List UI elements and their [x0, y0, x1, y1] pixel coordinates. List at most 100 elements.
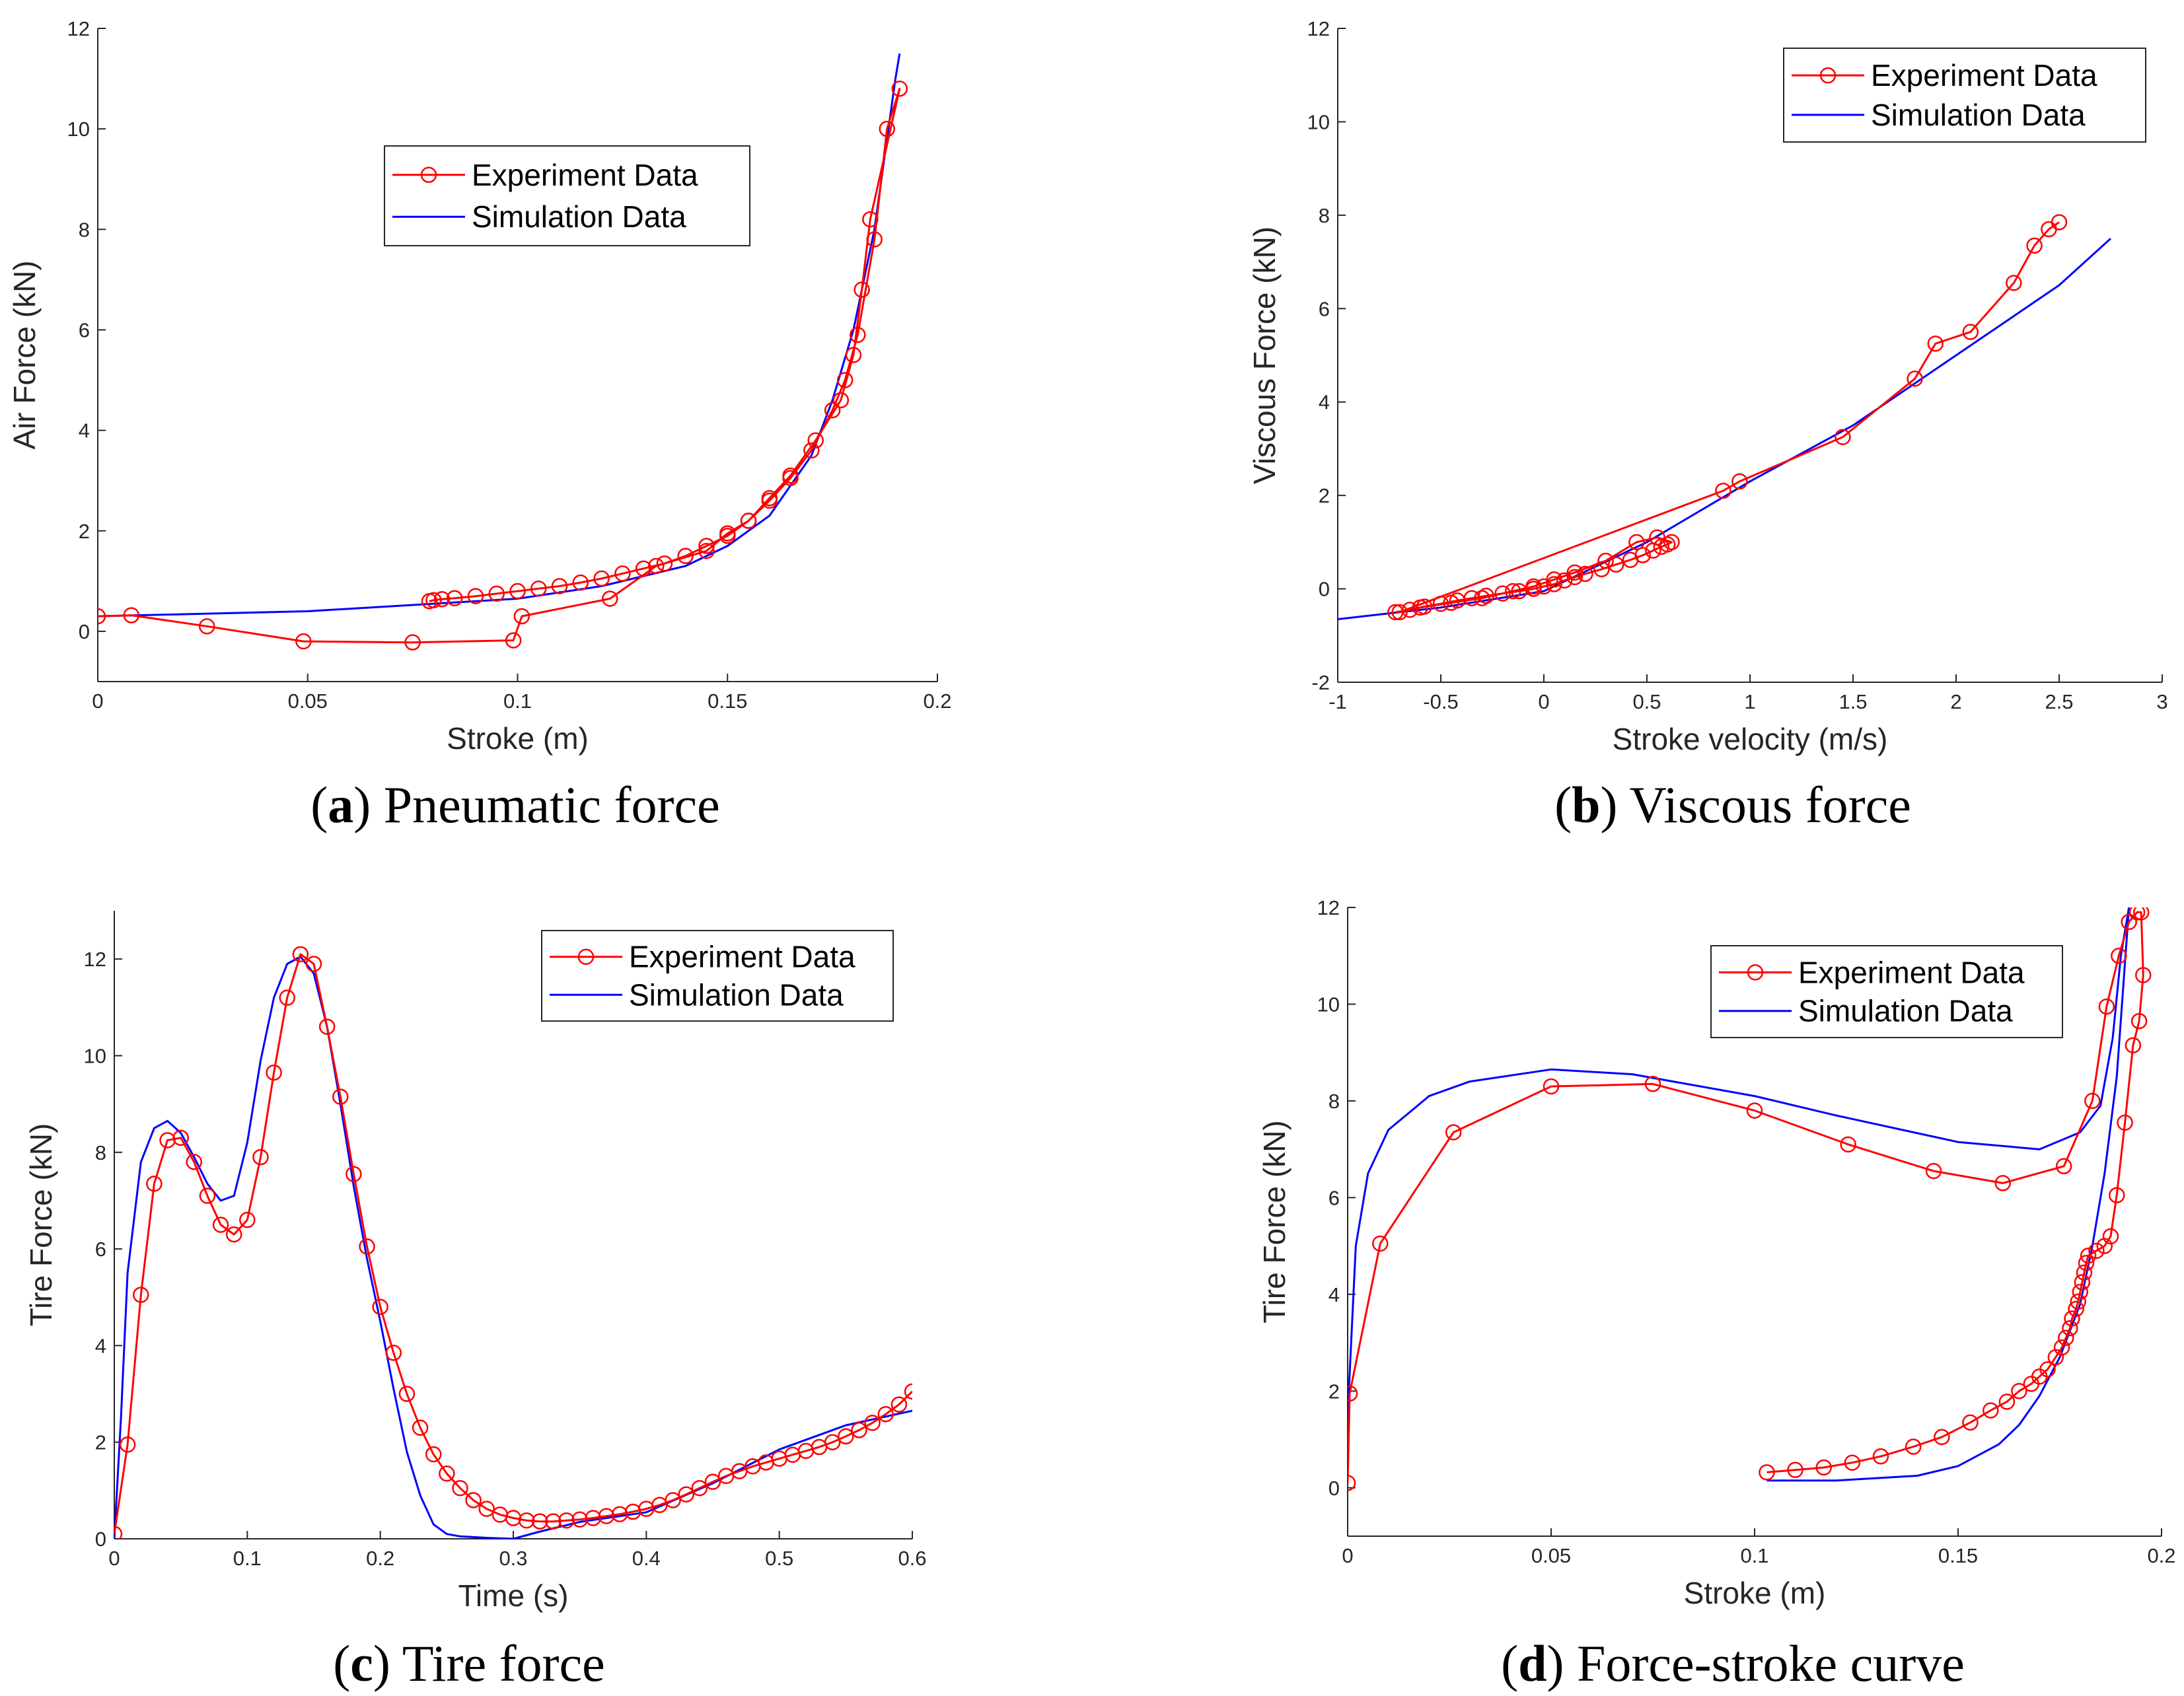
experiment-marker — [1731, 473, 1748, 490]
x-tick-label: -0.5 — [1423, 690, 1458, 713]
experiment-marker — [505, 632, 522, 649]
experiment-marker — [877, 1406, 894, 1423]
experiment-marker — [891, 81, 908, 97]
experiment-marker — [332, 1088, 349, 1105]
experiment-marker — [1525, 578, 1542, 595]
experiment-marker — [530, 581, 547, 597]
legend-experiment-marker — [420, 166, 437, 184]
experiment-marker — [1607, 556, 1624, 573]
experiment-marker — [665, 1492, 681, 1508]
y-tick-label: 0 — [1319, 578, 1330, 601]
experiment-marker — [478, 1501, 495, 1517]
experiment-series-line — [98, 87, 901, 644]
experiment-marker — [782, 467, 799, 484]
experiment-marker — [551, 578, 568, 594]
experiment-marker — [2026, 237, 2043, 254]
experiment-marker — [2130, 1012, 2148, 1030]
plot-area — [1348, 907, 2152, 1491]
x-tick-label: 2.5 — [2045, 690, 2073, 713]
experiment-marker — [446, 590, 463, 606]
experiment-marker — [2072, 1283, 2089, 1300]
x-tick-label: 0.2 — [2147, 1544, 2175, 1567]
legend-experiment-label: Experiment Data — [629, 940, 855, 974]
experiment-marker — [346, 1166, 362, 1182]
x-tick-label: 0.5 — [765, 1547, 793, 1570]
experiment-marker — [850, 326, 866, 343]
experiment-marker — [425, 1446, 442, 1463]
experiment-marker — [305, 956, 322, 972]
experiment-marker — [239, 1211, 256, 1228]
experiment-marker — [2055, 1158, 2072, 1175]
legend-box — [1783, 48, 2146, 143]
experiment-marker — [2068, 1300, 2084, 1318]
experiment-marker — [146, 1176, 163, 1192]
y-axis-label: Air Force (kN) — [7, 260, 42, 449]
experiment-marker — [1372, 1235, 1389, 1252]
experiment-marker — [2074, 1274, 2091, 1290]
y-tick-label: -2 — [1311, 671, 1330, 694]
experiment-marker — [1478, 587, 1494, 604]
y-tick-label: 2 — [1319, 484, 1330, 507]
legend-experiment-label: Experiment Data — [1798, 955, 2025, 989]
x-tick-label: 0.1 — [503, 689, 532, 713]
experiment-marker — [2096, 1238, 2113, 1254]
x-axis-label: Stroke velocity (m/s) — [1613, 722, 1888, 756]
experiment-marker — [2108, 1187, 2125, 1203]
experiment-marker — [1391, 604, 1408, 621]
experiment-marker — [1474, 590, 1490, 606]
experiment-marker — [2084, 1092, 2101, 1110]
experiment-marker — [123, 607, 140, 623]
x-tick-label: 3 — [2156, 690, 2167, 713]
experiment-marker — [1432, 595, 1449, 612]
experiment-marker — [2117, 1114, 2133, 1131]
experiment-marker — [824, 402, 841, 419]
y-tick-label: 4 — [1329, 1283, 1340, 1306]
experiment-marker — [1759, 1464, 1775, 1481]
experiment-marker — [1907, 371, 1923, 387]
experiment-marker — [851, 1422, 867, 1438]
experiment-marker — [1787, 1462, 1803, 1478]
experiment-marker — [385, 1345, 402, 1361]
y-tick-label: 10 — [1317, 993, 1340, 1016]
experiment-marker — [807, 432, 824, 449]
legend-simulation-label: Simulation Data — [472, 199, 686, 234]
experiment-marker — [1445, 1124, 1462, 1141]
caption-d: (d) Force-stroke curve — [1501, 1635, 1965, 1692]
plot-area — [114, 946, 912, 1539]
x-tick-label: 0.1 — [233, 1547, 262, 1570]
experiment-marker — [761, 490, 778, 507]
experiment-marker — [404, 634, 421, 651]
experiment-marker — [593, 570, 610, 587]
y-tick-label: 6 — [95, 1238, 106, 1261]
y-tick-label: 10 — [84, 1044, 106, 1067]
experiment-marker — [266, 1064, 282, 1081]
experiment-marker — [532, 1513, 548, 1530]
experiment-marker — [1746, 1102, 1763, 1119]
experiment-series-line — [114, 953, 912, 1534]
experiment-marker — [740, 512, 757, 529]
experiment-marker — [198, 618, 215, 635]
experiment-marker — [1546, 576, 1562, 592]
experiment-marker — [1556, 572, 1573, 589]
y-tick-label: 8 — [95, 1141, 106, 1164]
experiment-marker — [1663, 534, 1680, 551]
experiment-marker — [635, 560, 652, 577]
y-tick-label: 0 — [1329, 1477, 1340, 1500]
experiment-marker — [2062, 1320, 2078, 1337]
y-tick-label: 4 — [1319, 391, 1330, 414]
y-tick-label: 0 — [79, 620, 90, 643]
x-tick-label: 1 — [1744, 690, 1755, 713]
experiment-marker — [2098, 998, 2115, 1015]
experiment-marker — [465, 1492, 482, 1508]
experiment-marker — [864, 1415, 881, 1431]
experiment-marker — [1840, 1136, 1856, 1153]
x-tick-label: 0.05 — [1531, 1544, 1571, 1567]
experiment-marker — [509, 583, 526, 600]
experiment-marker — [854, 281, 870, 298]
experiment-marker — [1844, 1454, 1861, 1471]
experiment-marker — [572, 574, 589, 591]
chart-d: 0 0.05 0.1 0.15 0.2 0 2 4 6 8 10 12 Stroke (m) Tire F… — [1257, 896, 2176, 1610]
legend: Experiment Data Simulation Data — [1783, 48, 2146, 143]
